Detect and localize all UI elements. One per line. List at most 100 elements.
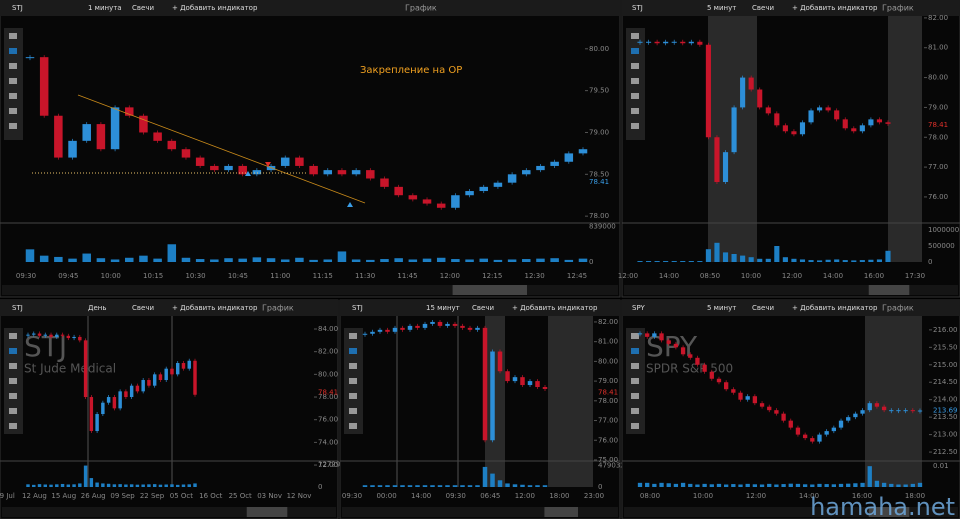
volume-bar: [158, 484, 163, 487]
tool-icon[interactable]: [9, 108, 17, 114]
candle: [415, 325, 420, 328]
panel-bg: [0, 0, 621, 298]
candle: [688, 354, 693, 358]
toolbar-tab: График: [882, 304, 914, 313]
scroll-thumb[interactable]: [544, 507, 578, 517]
tool-icon[interactable]: [9, 78, 17, 84]
price-label: 212.50: [933, 448, 958, 456]
volume-bar: [385, 485, 390, 487]
toolbar-interval[interactable]: 5 минут: [707, 4, 736, 12]
scroll-thumb[interactable]: [246, 507, 288, 517]
toolbar-style[interactable]: Свечи: [752, 304, 774, 312]
tool-icon[interactable]: [631, 423, 639, 429]
tool-icon[interactable]: [631, 348, 639, 354]
time-label: 08:00: [640, 492, 660, 500]
scroll-thumb[interactable]: [868, 285, 910, 295]
volume-bar: [72, 484, 76, 487]
scroll-thumb[interactable]: [868, 507, 910, 517]
toolbar-tab: График: [882, 4, 914, 13]
candle: [280, 157, 290, 166]
toolbar-style[interactable]: Свечи: [132, 4, 154, 12]
volume-bar: [860, 482, 865, 487]
tool-icon[interactable]: [9, 123, 17, 129]
volume-bar: [846, 483, 851, 487]
time-label: 11:15: [313, 272, 333, 280]
candle: [408, 195, 418, 200]
toolbar-add[interactable]: + Добавить индикатор: [792, 304, 878, 312]
toolbar-add[interactable]: + Добавить индикатор: [172, 304, 258, 312]
candle: [702, 364, 707, 372]
volume-bar: [181, 257, 191, 262]
tool-icon[interactable]: [9, 363, 17, 369]
tool-icon[interactable]: [9, 423, 17, 429]
scrollbar: [624, 285, 958, 295]
toolbar-tab: График: [262, 304, 294, 313]
tool-icon[interactable]: [9, 408, 17, 414]
toolbar-interval[interactable]: 15 минут: [426, 304, 460, 312]
candle: [738, 392, 743, 400]
toolbar-tab: График: [405, 4, 437, 13]
volume-bar: [394, 258, 403, 262]
tool-icon[interactable]: [631, 363, 639, 369]
tool-icon[interactable]: [631, 63, 639, 69]
toolbar-interval[interactable]: День: [88, 304, 106, 312]
toolbar-style[interactable]: Свечи: [752, 4, 774, 12]
toolbar-style[interactable]: Свечи: [472, 304, 494, 312]
tool-icon[interactable]: [631, 123, 639, 129]
company-name: St Jude Medical: [24, 362, 116, 376]
tool-icon[interactable]: [9, 393, 17, 399]
candle: [520, 377, 525, 386]
volume-bar: [799, 259, 806, 262]
tool-icon[interactable]: [631, 93, 639, 99]
candle: [497, 351, 503, 372]
volume-bar: [757, 258, 763, 262]
tool-icon[interactable]: [9, 93, 17, 99]
volume-bar: [705, 249, 711, 262]
volume-bar: [536, 258, 545, 262]
scroll-thumb[interactable]: [452, 285, 527, 295]
volume-bar: [824, 484, 829, 487]
time-label: 12:00: [440, 272, 460, 280]
tool-icon[interactable]: [349, 363, 357, 369]
tool-icon[interactable]: [349, 348, 357, 354]
tool-icon[interactable]: [349, 423, 357, 429]
time-label: 16 Oct: [199, 492, 222, 500]
toolbar-add[interactable]: + Добавить индикатор: [792, 4, 878, 12]
candle: [49, 334, 53, 337]
tool-icon[interactable]: [631, 333, 639, 339]
volume-bar: [83, 465, 88, 487]
candle: [224, 165, 233, 171]
candle: [688, 41, 694, 44]
tool-icon[interactable]: [9, 33, 17, 39]
tool-icon[interactable]: [9, 348, 17, 354]
candle: [72, 336, 76, 339]
price-label: 76.00: [318, 416, 338, 424]
tool-icon[interactable]: [631, 78, 639, 84]
toolbar-interval[interactable]: 5 минут: [707, 304, 736, 312]
tool-icon[interactable]: [349, 333, 357, 339]
tool-icon[interactable]: [631, 408, 639, 414]
tool-icon[interactable]: [349, 393, 357, 399]
tool-icon[interactable]: [631, 33, 639, 39]
tool-icon[interactable]: [9, 63, 17, 69]
volume-bar: [377, 485, 383, 487]
toolbar-interval[interactable]: 1 минута: [88, 4, 122, 12]
tool-icon[interactable]: [349, 408, 357, 414]
tool-icon[interactable]: [9, 48, 17, 54]
volume-bar: [25, 249, 35, 262]
toolbar-add[interactable]: + Добавить индикатор: [172, 4, 258, 12]
candle: [175, 363, 180, 375]
tool-icon[interactable]: [631, 48, 639, 54]
tool-icon[interactable]: [349, 378, 357, 384]
tool-icon[interactable]: [9, 378, 17, 384]
toolbar-add[interactable]: + Добавить индикатор: [512, 304, 598, 312]
toolbar-style[interactable]: Свечи: [132, 304, 154, 312]
volume-bar: [722, 252, 729, 262]
price-label: 80.00: [318, 370, 338, 378]
tool-icon[interactable]: [9, 333, 17, 339]
tool-icon[interactable]: [631, 393, 639, 399]
tool-icon[interactable]: [631, 108, 639, 114]
tool-icon[interactable]: [631, 378, 639, 384]
time-label: 11:45: [397, 272, 417, 280]
candle: [380, 178, 389, 187]
